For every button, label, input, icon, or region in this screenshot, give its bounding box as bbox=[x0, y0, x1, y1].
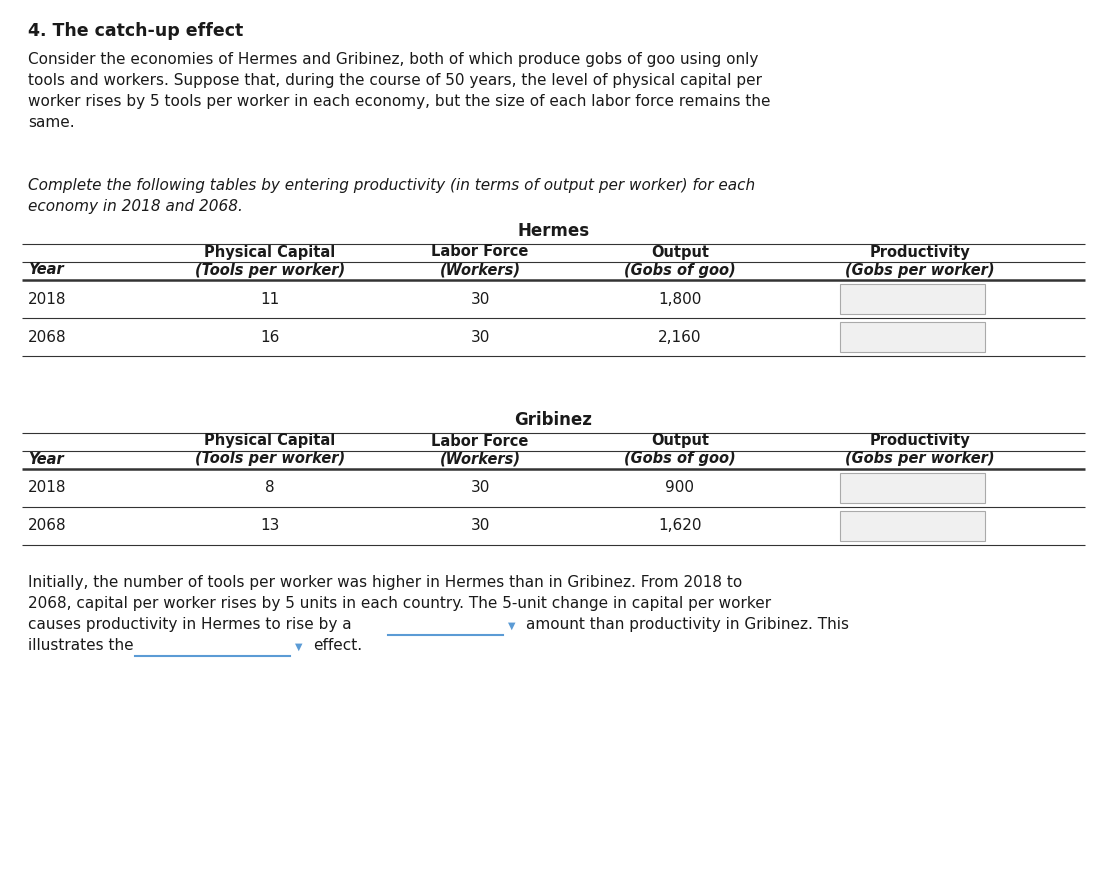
Text: Consider the economies of Hermes and Gribinez, both of which produce gobs of goo: Consider the economies of Hermes and Gri… bbox=[28, 52, 758, 67]
Text: 2018: 2018 bbox=[28, 291, 66, 306]
Text: Initially, the number of tools per worker was higher in Hermes than in Gribinez.: Initially, the number of tools per worke… bbox=[28, 575, 742, 590]
Text: 30: 30 bbox=[470, 329, 490, 345]
Text: 30: 30 bbox=[470, 291, 490, 306]
Text: (Tools per worker): (Tools per worker) bbox=[195, 263, 345, 277]
Text: amount than productivity in Gribinez. This: amount than productivity in Gribinez. Th… bbox=[526, 617, 849, 632]
Text: Output: Output bbox=[652, 244, 709, 259]
Text: Labor Force: Labor Force bbox=[431, 244, 529, 259]
Text: economy in 2018 and 2068.: economy in 2018 and 2068. bbox=[28, 199, 243, 214]
Text: 1,800: 1,800 bbox=[658, 291, 701, 306]
Text: Complete the following tables by entering productivity (in terms of output per w: Complete the following tables by enterin… bbox=[28, 178, 756, 193]
Text: 30: 30 bbox=[470, 480, 490, 496]
Bar bbox=[840, 511, 985, 541]
Bar bbox=[840, 473, 985, 503]
Text: effect.: effect. bbox=[312, 638, 362, 653]
Text: 16: 16 bbox=[260, 329, 279, 345]
Text: 11: 11 bbox=[260, 291, 279, 306]
Text: 2,160: 2,160 bbox=[658, 329, 701, 345]
Text: 2068: 2068 bbox=[28, 519, 66, 534]
Text: Productivity: Productivity bbox=[870, 433, 971, 448]
Text: same.: same. bbox=[28, 115, 74, 130]
Text: (Gobs per worker): (Gobs per worker) bbox=[845, 451, 995, 466]
Text: causes productivity in Hermes to rise by a: causes productivity in Hermes to rise by… bbox=[28, 617, 351, 632]
Text: (Workers): (Workers) bbox=[440, 263, 521, 277]
Text: Productivity: Productivity bbox=[870, 244, 971, 259]
Text: 30: 30 bbox=[470, 519, 490, 534]
Text: Year: Year bbox=[28, 263, 64, 277]
Text: (Tools per worker): (Tools per worker) bbox=[195, 451, 345, 466]
Text: 8: 8 bbox=[265, 480, 275, 496]
Text: 900: 900 bbox=[666, 480, 695, 496]
Text: Hermes: Hermes bbox=[517, 222, 589, 240]
Text: Output: Output bbox=[652, 433, 709, 448]
Text: tools and workers. Suppose that, during the course of 50 years, the level of phy: tools and workers. Suppose that, during … bbox=[28, 73, 762, 88]
Text: 2018: 2018 bbox=[28, 480, 66, 496]
Text: ▼: ▼ bbox=[295, 642, 302, 652]
Bar bbox=[840, 322, 985, 352]
Text: Physical Capital: Physical Capital bbox=[204, 433, 336, 448]
Text: (Workers): (Workers) bbox=[440, 451, 521, 466]
Text: (Gobs of goo): (Gobs of goo) bbox=[624, 263, 736, 277]
Text: 4. The catch-up effect: 4. The catch-up effect bbox=[28, 22, 244, 40]
Text: worker rises by 5 tools per worker in each economy, but the size of each labor f: worker rises by 5 tools per worker in ea… bbox=[28, 94, 770, 109]
Text: 1,620: 1,620 bbox=[658, 519, 701, 534]
Text: 13: 13 bbox=[260, 519, 279, 534]
Text: illustrates the: illustrates the bbox=[28, 638, 134, 653]
Text: 2068, capital per worker rises by 5 units in each country. The 5-unit change in : 2068, capital per worker rises by 5 unit… bbox=[28, 596, 771, 611]
Text: Physical Capital: Physical Capital bbox=[204, 244, 336, 259]
Text: 2068: 2068 bbox=[28, 329, 66, 345]
Text: ▼: ▼ bbox=[507, 621, 515, 631]
Text: Labor Force: Labor Force bbox=[431, 433, 529, 448]
Text: (Gobs of goo): (Gobs of goo) bbox=[624, 451, 736, 466]
Text: Year: Year bbox=[28, 451, 64, 466]
Bar bbox=[840, 284, 985, 314]
Text: (Gobs per worker): (Gobs per worker) bbox=[845, 263, 995, 277]
Text: Gribinez: Gribinez bbox=[514, 411, 593, 429]
